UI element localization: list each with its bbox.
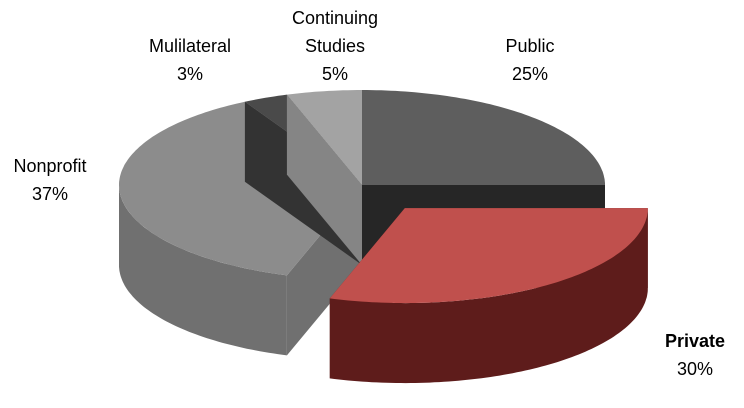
slice-label: Mulilateral 3% (135, 32, 245, 88)
slice-label: Continuing Studies 5% (280, 4, 390, 88)
slice-label: Public 25% (475, 32, 585, 88)
value-label: 30% (676, 359, 714, 379)
slice-side (329, 208, 648, 384)
slice-label: Private 30% (640, 327, 744, 383)
category-label: Nonprofit (13, 156, 87, 176)
slice (286, 90, 362, 185)
value-label: 37% (31, 184, 69, 204)
category-label: Public (505, 36, 555, 56)
value-label: 25% (511, 64, 549, 84)
category-label: Mulilateral (148, 36, 232, 56)
value-label: 3% (176, 64, 203, 84)
slice (329, 208, 648, 304)
value-label: 5% (321, 64, 348, 84)
slice-side (119, 185, 287, 356)
slice-cut-face (286, 94, 362, 265)
category-label: Continuing Studies (291, 8, 379, 56)
slice-label: Nonprofit 37% (0, 152, 105, 208)
slice (362, 90, 605, 185)
category-label: Private (664, 331, 726, 351)
